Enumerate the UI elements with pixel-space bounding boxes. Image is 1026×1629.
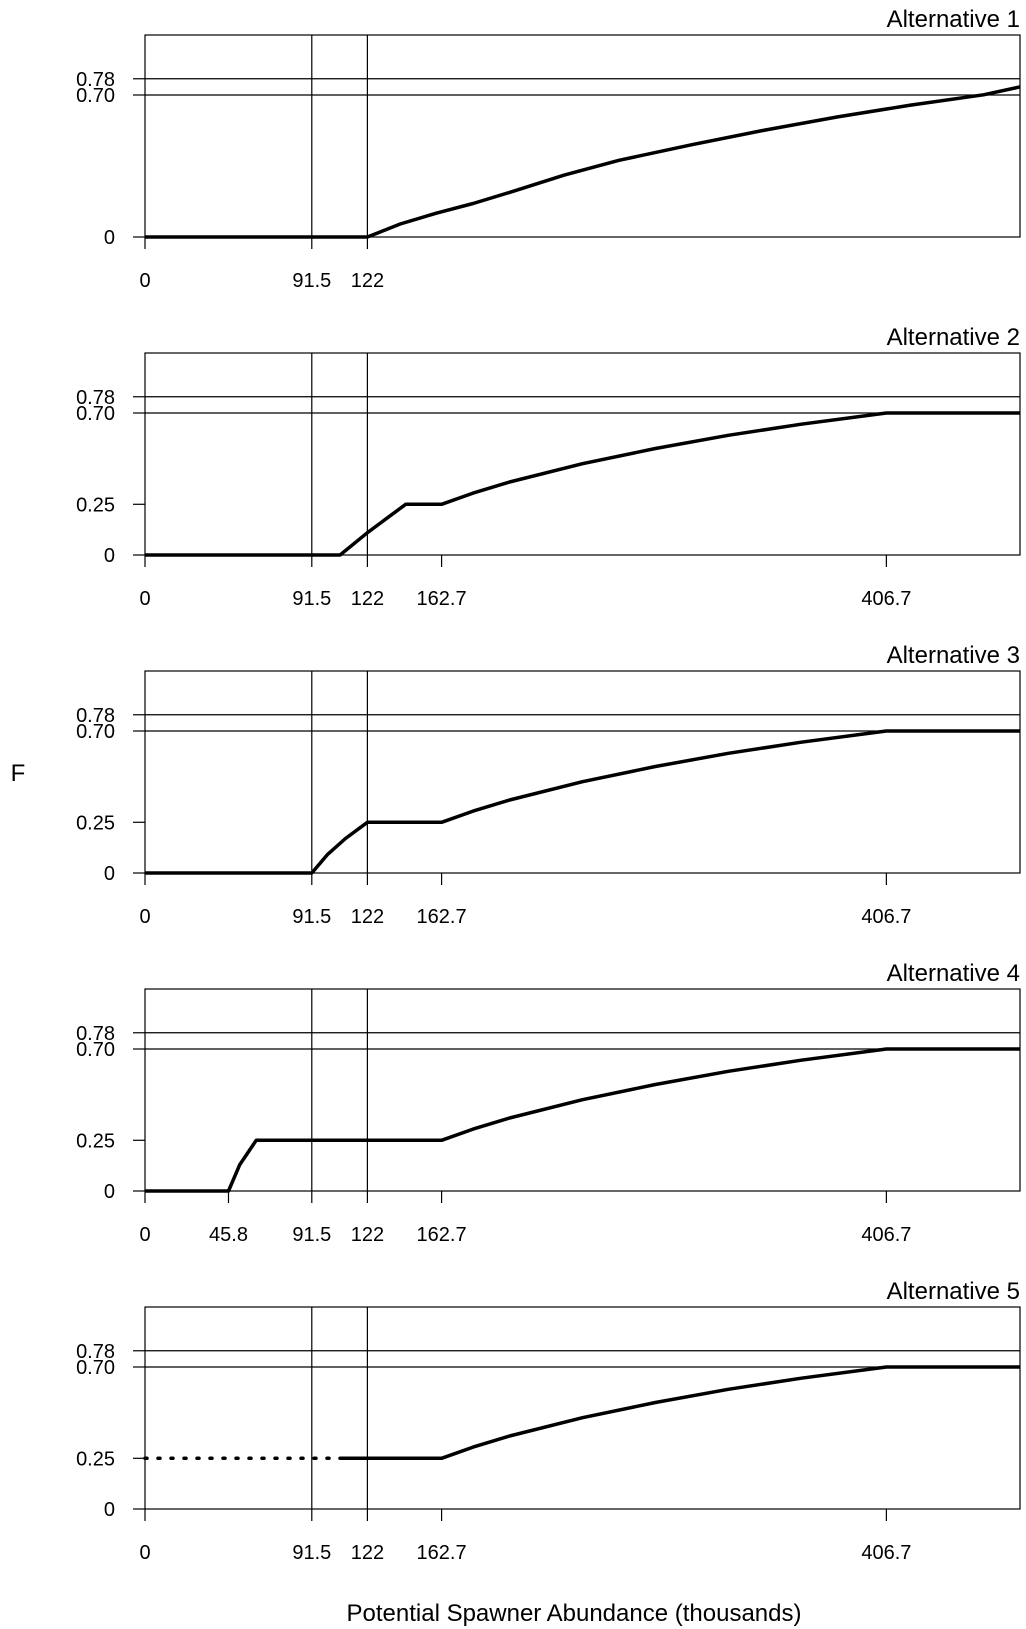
x-tick-label: 162.7 xyxy=(417,1542,467,1564)
x-tick-label: 122 xyxy=(351,906,384,928)
plot-frame xyxy=(144,1306,1021,1510)
plot-frame xyxy=(144,34,1021,238)
y-tick-label: 0.70 xyxy=(76,1357,115,1379)
y-tick-label: 0.78 xyxy=(76,1023,115,1045)
panel-title: Alternative 2 xyxy=(887,324,1020,351)
x-tick-label: 91.5 xyxy=(292,906,331,928)
x-tick-label: 162.7 xyxy=(417,1224,467,1246)
x-tick-label: 91.5 xyxy=(292,1542,331,1564)
y-tick-label: 0 xyxy=(104,227,115,249)
plot-frame xyxy=(144,352,1021,556)
panel-title: Alternative 3 xyxy=(887,642,1020,669)
series-line xyxy=(145,729,1020,875)
x-tick-label: 406.7 xyxy=(861,588,911,610)
x-axis-title: Potential Spawner Abundance (thousands) xyxy=(347,1600,802,1627)
x-tick-label: 91.5 xyxy=(292,270,331,292)
x-tick-label: 162.7 xyxy=(417,588,467,610)
x-tick-label: 91.5 xyxy=(292,588,331,610)
x-tick-label: 406.7 xyxy=(861,1542,911,1564)
series-line xyxy=(145,85,1021,239)
x-tick-label: 45.8 xyxy=(209,1224,248,1246)
series-line xyxy=(145,411,1020,557)
panels: Alternative 100.700.780 91.5 122Alternativ… xyxy=(76,6,1021,1564)
x-tick-label: 0 xyxy=(139,270,150,292)
x-tick-label: 406.7 xyxy=(861,906,911,928)
panel-alternative-4: Alternative 4 0 0.25 0.700.78 0 45.8 91.5 122 16… xyxy=(76,960,1021,1246)
panel-alternative-3: Alternative 3 0 0.25 0.700.78 0 91.5 122 162.7 4… xyxy=(76,642,1021,928)
y-tick-label: 0 xyxy=(104,1181,115,1203)
plot-frame xyxy=(144,670,1021,874)
series-line xyxy=(340,1365,1020,1461)
x-tick-label: 0 xyxy=(139,1224,150,1246)
y-tick-label: 0.70 xyxy=(76,1039,115,1061)
panel-title: Alternative 4 xyxy=(887,960,1020,987)
series-line xyxy=(145,1047,1020,1193)
panel-alternative-1: Alternative 1 0 0.700.78 0 91.5 122 xyxy=(76,6,1021,292)
x-tick-label: 0 xyxy=(139,588,150,610)
panel-title: Alternative 1 xyxy=(887,6,1020,33)
x-tick-label: 122 xyxy=(351,1224,384,1246)
y-tick-label: 0 xyxy=(104,545,115,567)
x-tick-label: 406.7 xyxy=(861,1224,911,1246)
y-tick-label: 0.78 xyxy=(76,69,115,91)
y-tick-label: 0.70 xyxy=(76,85,115,107)
y-tick-label: 0 xyxy=(104,863,115,885)
x-tick-label: 122 xyxy=(351,270,384,292)
y-tick-label: 0.25 xyxy=(76,1448,115,1470)
y-tick-label: 0.25 xyxy=(76,494,115,516)
y-tick-label: 0.78 xyxy=(76,1341,115,1363)
y-tick-label: 0.70 xyxy=(76,721,115,743)
x-tick-label: 122 xyxy=(351,588,384,610)
y-tick-label: 0.25 xyxy=(76,1130,115,1152)
x-tick-label: 162.7 xyxy=(417,906,467,928)
panel-title: Alternative 5 xyxy=(887,1278,1020,1305)
x-tick-label: 0 xyxy=(139,906,150,928)
x-tick-label: 122 xyxy=(351,1542,384,1564)
plot-frame xyxy=(144,988,1021,1192)
x-tick-label: 0 xyxy=(139,1542,150,1564)
x-tick-label: 91.5 xyxy=(292,1224,331,1246)
y-tick-label: 0.78 xyxy=(76,705,115,727)
y-tick-label: 0.25 xyxy=(76,812,115,834)
y-tick-label: 0.78 xyxy=(76,387,115,409)
panel-alternative-2: Alternative 2 0 0.25 0.700.78 0 91.5 122 162.7 4… xyxy=(76,324,1021,610)
y-axis-title: F xyxy=(11,760,26,787)
panel-alternative-5: Alternative 5 0 0.25 0.700.78 0 91.5 122 162.7 4… xyxy=(76,1278,1021,1564)
y-tick-label: 0 xyxy=(104,1499,115,1521)
y-tick-label: 0.70 xyxy=(76,403,115,425)
